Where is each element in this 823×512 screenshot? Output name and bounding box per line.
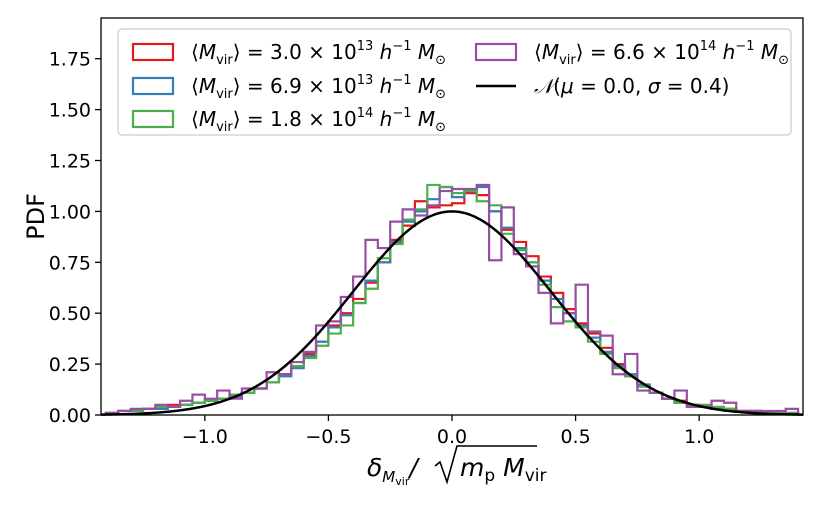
legend-entry-2: ⟨Mvir⟩ = 6.9 × 1013 h−1 M⊙ bbox=[131, 73, 446, 102]
histogram-series-4 bbox=[104, 183, 800, 415]
legend-label: ⟨Mvir⟩ = 6.9 × 1013 h−1 M⊙ bbox=[191, 73, 446, 102]
sqrt-symbol bbox=[434, 445, 537, 485]
x-tick-label: −0.5 bbox=[305, 426, 351, 448]
normal-curve bbox=[100, 210, 804, 416]
legend-swatch bbox=[131, 109, 175, 129]
x-tick-label: −1.0 bbox=[182, 426, 228, 448]
legend-entry-1: ⟨Mvir⟩ = 3.0 × 1013 h−1 M⊙ bbox=[131, 39, 446, 68]
x-axis-label-radicand: mp Mvir bbox=[460, 453, 546, 486]
y-axis-label: PDF bbox=[22, 193, 50, 240]
legend-swatch bbox=[131, 76, 175, 96]
y-tick-label: 0.25 bbox=[49, 354, 91, 376]
legend-entry-3: ⟨Mvir⟩ = 1.8 × 1014 h−1 M⊙ bbox=[131, 106, 446, 135]
y-tick-label: 0.00 bbox=[49, 405, 91, 427]
legend-label: ⟨Mvir⟩ = 3.0 × 1013 h−1 M⊙ bbox=[191, 39, 446, 68]
curve-layer bbox=[100, 210, 804, 416]
legend-entry-5: 𝒩(μ = 0.0, σ = 0.4) bbox=[476, 74, 730, 98]
x-axis-label: δMvir/mp Mvir bbox=[367, 445, 546, 488]
legend: ⟨Mvir⟩ = 3.0 × 1013 h−1 M⊙ ⟨Mvir⟩ = 6.9 ×… bbox=[117, 28, 792, 136]
y-tick-label: 1.00 bbox=[49, 201, 91, 223]
legend-label: ⟨Mvir⟩ = 1.8 × 1014 h−1 M⊙ bbox=[191, 106, 446, 135]
legend-box bbox=[117, 28, 792, 136]
legend-swatch bbox=[474, 42, 518, 62]
legend-swatch bbox=[131, 42, 175, 62]
y-tick-label: 1.75 bbox=[49, 49, 91, 71]
legend-label: 𝒩(μ = 0.0, σ = 0.4) bbox=[534, 74, 730, 98]
x-tick-label: 1.0 bbox=[684, 426, 714, 448]
y-tick-label: 0.75 bbox=[49, 252, 91, 274]
x-tick-label: 0.5 bbox=[560, 426, 590, 448]
axes-layer: −1.0 −0.5 0.0 0.5 1.0 0.00 0.25 0.50 0.75 1.00 1.2… bbox=[22, 17, 804, 488]
legend-entry-4: ⟨Mvir⟩ = 6.6 × 1014 h−1 M⊙ bbox=[474, 39, 789, 68]
x-tick-label: 0.0 bbox=[437, 426, 467, 448]
y-tick-label: 0.50 bbox=[49, 303, 91, 325]
x-axis-label-text: δMvir/ bbox=[367, 453, 420, 488]
y-tick-label: 1.50 bbox=[49, 100, 91, 122]
legend-label: ⟨Mvir⟩ = 6.6 × 1014 h−1 M⊙ bbox=[534, 39, 789, 68]
y-tick-label: 1.25 bbox=[49, 151, 91, 173]
